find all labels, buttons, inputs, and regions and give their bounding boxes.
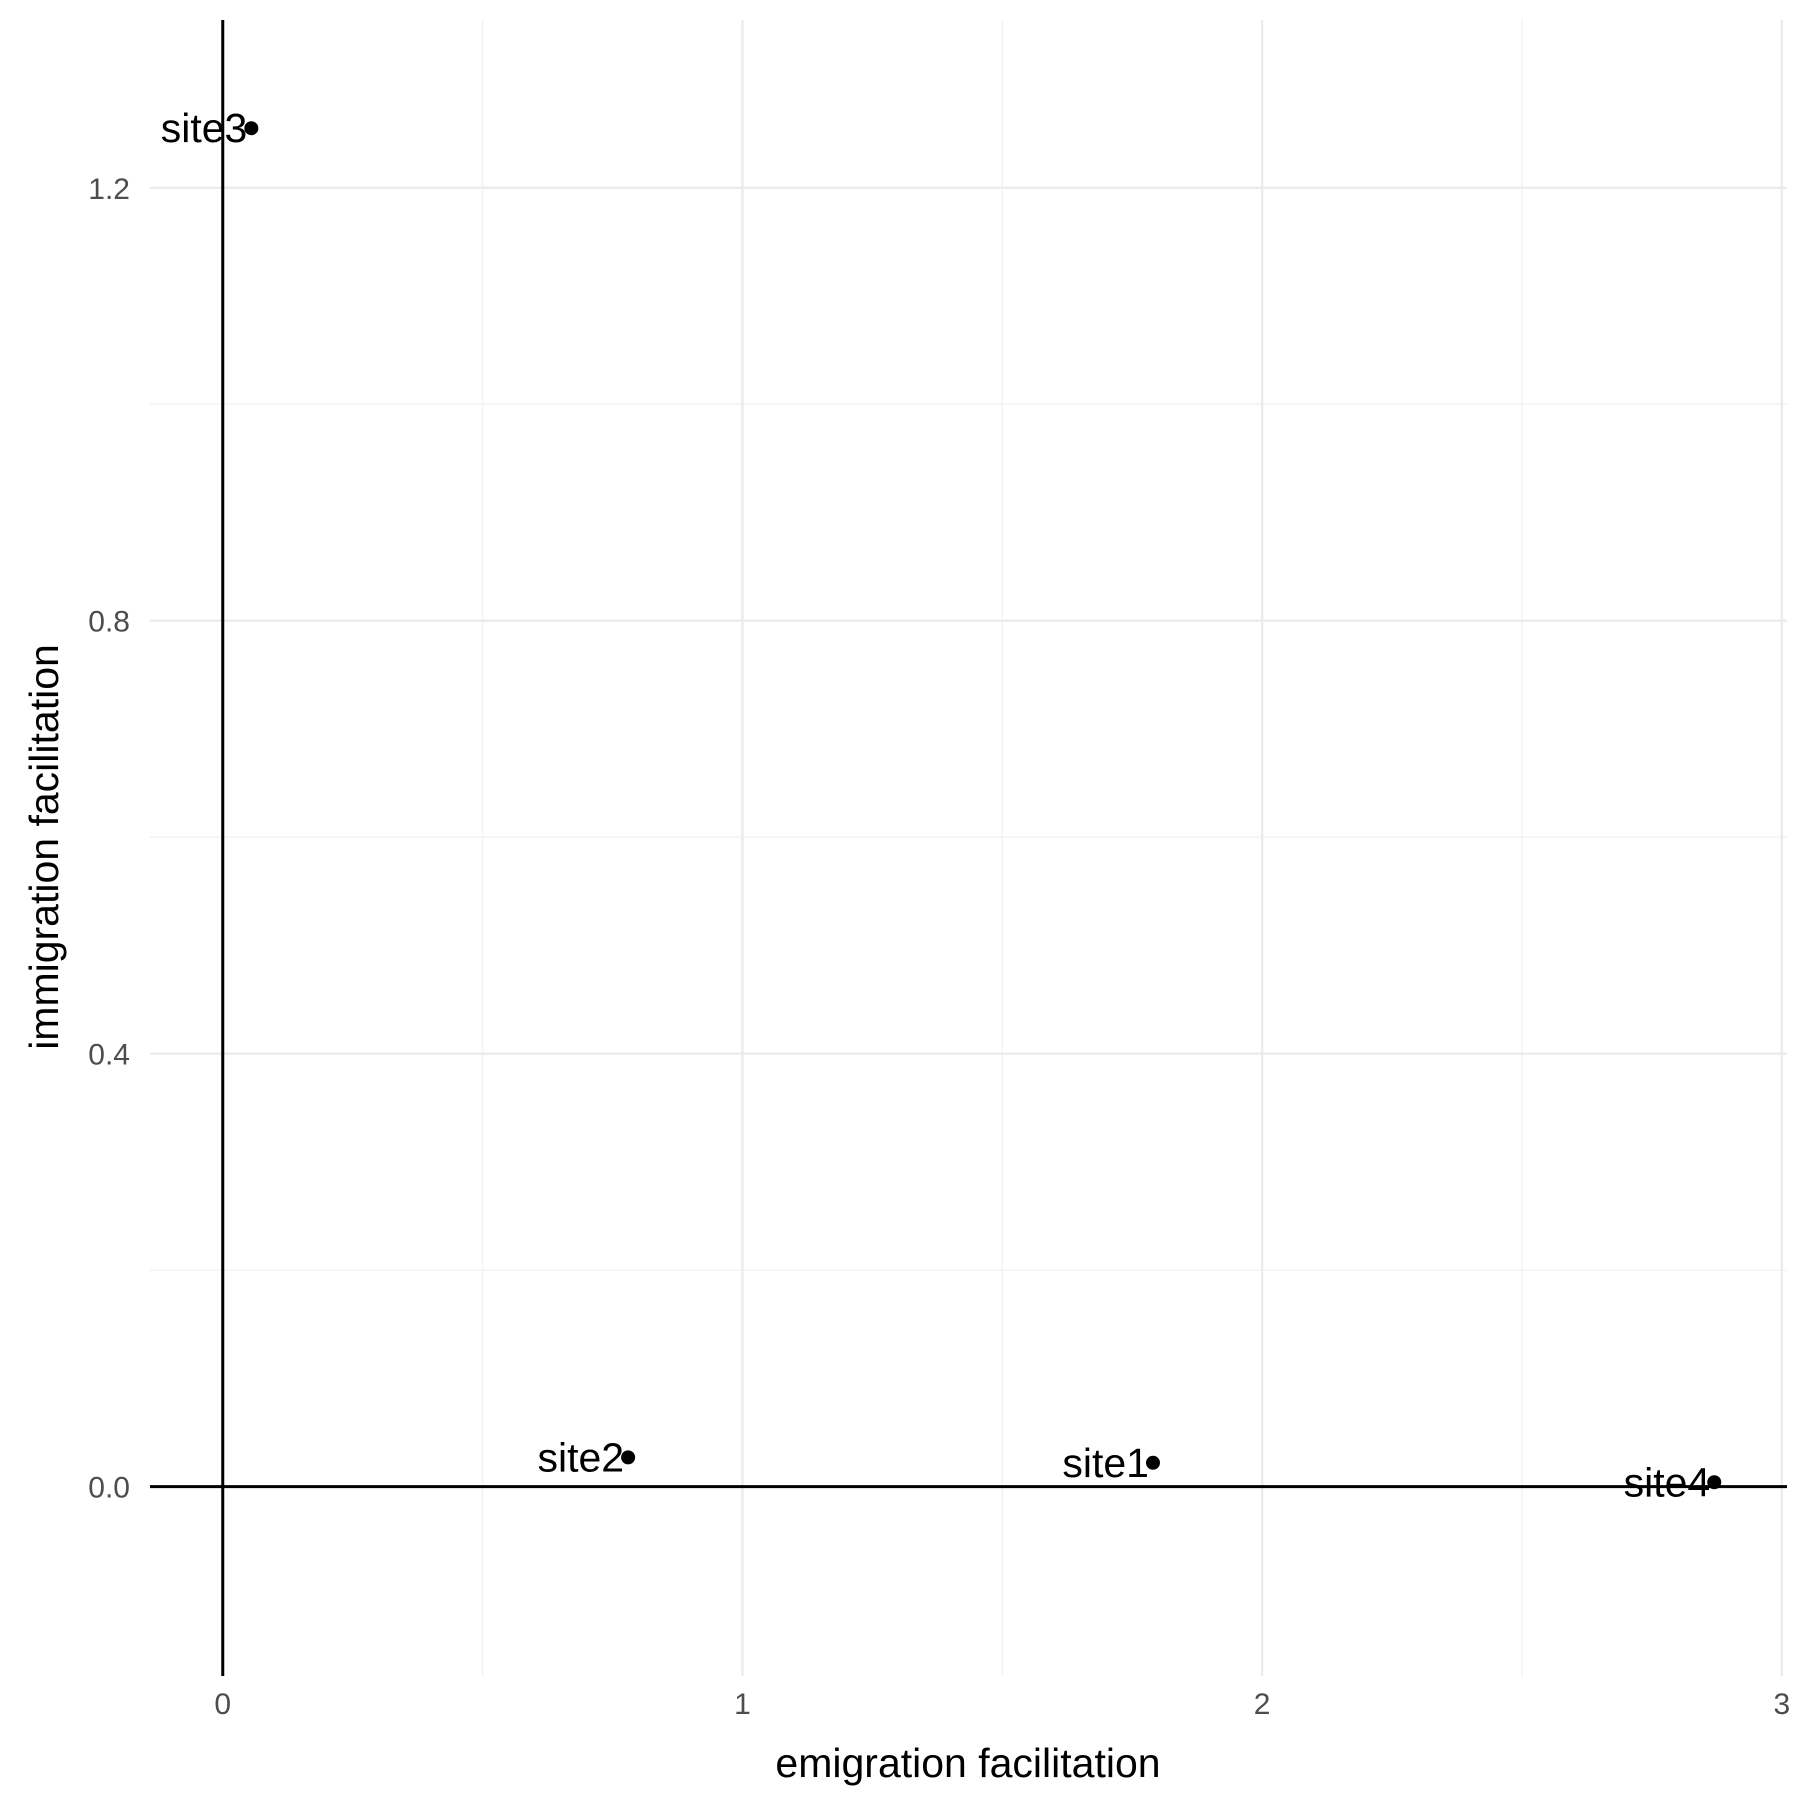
data-point-site1 — [1145, 1455, 1160, 1470]
y-axis-title: immigration facilitation — [21, 644, 67, 1050]
x-tick-label: 3 — [1773, 1688, 1790, 1721]
data-point-site3 — [244, 121, 259, 136]
x-axis-ticks: 0 1 2 3 — [214, 1688, 1790, 1721]
x-tick-label: 2 — [1254, 1688, 1271, 1721]
y-tick-label: 0.4 — [88, 1039, 130, 1072]
point-label-site4: site4 — [1624, 1459, 1711, 1505]
x-tick-label: 1 — [734, 1688, 751, 1721]
data-point-site4 — [1707, 1475, 1722, 1490]
data-points — [244, 121, 1722, 1490]
data-point-site2 — [621, 1450, 636, 1465]
x-axis-title: emigration facilitation — [775, 1740, 1160, 1786]
y-tick-label: 1.2 — [88, 173, 130, 206]
point-label-site2: site2 — [537, 1434, 624, 1480]
point-labels: site1 site2 site3 site4 — [161, 105, 1711, 1505]
point-label-site3: site3 — [161, 105, 248, 151]
y-tick-label: 0.0 — [88, 1472, 130, 1505]
reference-lines — [150, 20, 1787, 1676]
x-tick-label: 0 — [214, 1688, 231, 1721]
point-label-site1: site1 — [1062, 1440, 1149, 1486]
y-tick-label: 0.8 — [88, 606, 130, 639]
y-axis-ticks: 0.0 0.4 0.8 1.2 — [88, 173, 130, 1505]
minor-gridlines — [150, 20, 1787, 1676]
